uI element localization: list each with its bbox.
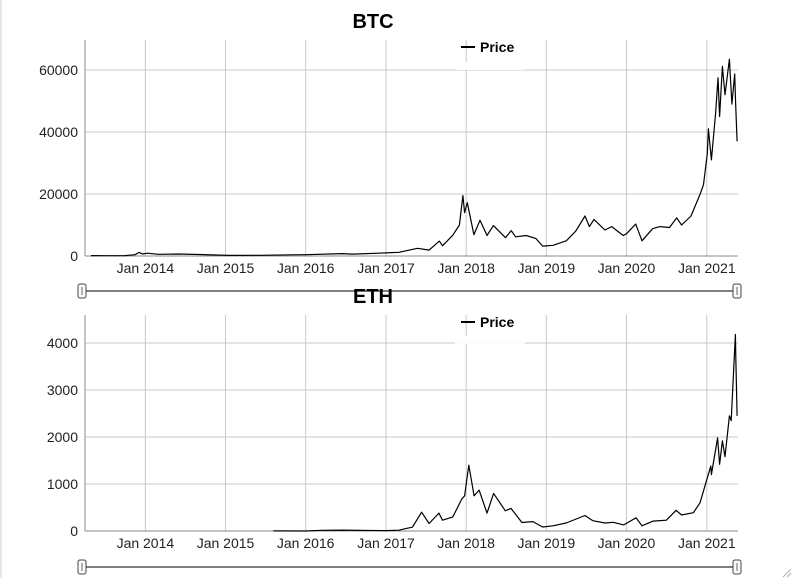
- x-tick-label: Jan 2016: [277, 260, 335, 276]
- y-tick-label: 2000: [47, 429, 78, 445]
- y-tick-label: 60000: [39, 62, 78, 78]
- x-tick-label: Jan 2021: [678, 260, 736, 276]
- chart-title: BTC: [352, 11, 393, 33]
- x-tick-label: Jan 2019: [518, 260, 576, 276]
- chart-title: ETH: [353, 286, 393, 308]
- x-tick-label: Jan 2017: [357, 535, 415, 551]
- resize-grip-icon[interactable]: [782, 568, 792, 578]
- x-tick-label: Jan 2016: [277, 535, 335, 551]
- y-tick-label: 0: [70, 523, 78, 539]
- x-tick-label: Jan 2020: [598, 260, 656, 276]
- x-tick-label: Jan 2014: [117, 260, 175, 276]
- legend-fade: [455, 336, 525, 344]
- x-tick-label: Jan 2021: [678, 535, 736, 551]
- price-series-line: [273, 333, 738, 532]
- btc-chart: BTC 0 20000 40000 60000 Jan 2014 Jan 2015 Jan 2…: [39, 11, 742, 299]
- x-tick-label: Jan 2014: [117, 535, 175, 551]
- eth-chart: ETH 0 1000 2000 3000 4000 Jan 2014 Jan 2015 Jan …: [47, 286, 742, 575]
- x-tick-label: Jan 2018: [437, 535, 495, 551]
- legend[interactable]: Price: [461, 39, 514, 55]
- x-tick-label: Jan 2020: [598, 535, 656, 551]
- slider-handle-right[interactable]: [732, 559, 742, 575]
- range-slider[interactable]: [77, 283, 742, 299]
- price-series-line: [90, 58, 738, 257]
- legend-label: Price: [480, 39, 514, 55]
- x-tick-label: Jan 2017: [357, 260, 415, 276]
- y-tick-label: 40000: [39, 124, 78, 140]
- y-tick-label: 1000: [47, 476, 78, 492]
- x-tick-label: Jan 2018: [437, 260, 495, 276]
- y-tick-label: 0: [70, 248, 78, 264]
- x-tick-label: Jan 2015: [197, 535, 255, 551]
- slider-handle-left[interactable]: [77, 559, 87, 575]
- x-tick-label: Jan 2015: [197, 260, 255, 276]
- left-divider: [0, 0, 2, 578]
- resize-grip-line: [782, 568, 792, 578]
- range-slider[interactable]: [77, 559, 742, 575]
- y-tick-label: 20000: [39, 186, 78, 202]
- slider-handle-right[interactable]: [732, 283, 742, 299]
- y-tick-label: 3000: [47, 382, 78, 398]
- legend[interactable]: Price: [461, 314, 514, 330]
- legend-fade: [455, 62, 525, 70]
- y-tick-label: 4000: [47, 335, 78, 351]
- slider-handle-left[interactable]: [77, 283, 87, 299]
- x-tick-label: Jan 2019: [518, 535, 576, 551]
- resize-grip-line: [786, 572, 792, 578]
- legend-label: Price: [480, 314, 514, 330]
